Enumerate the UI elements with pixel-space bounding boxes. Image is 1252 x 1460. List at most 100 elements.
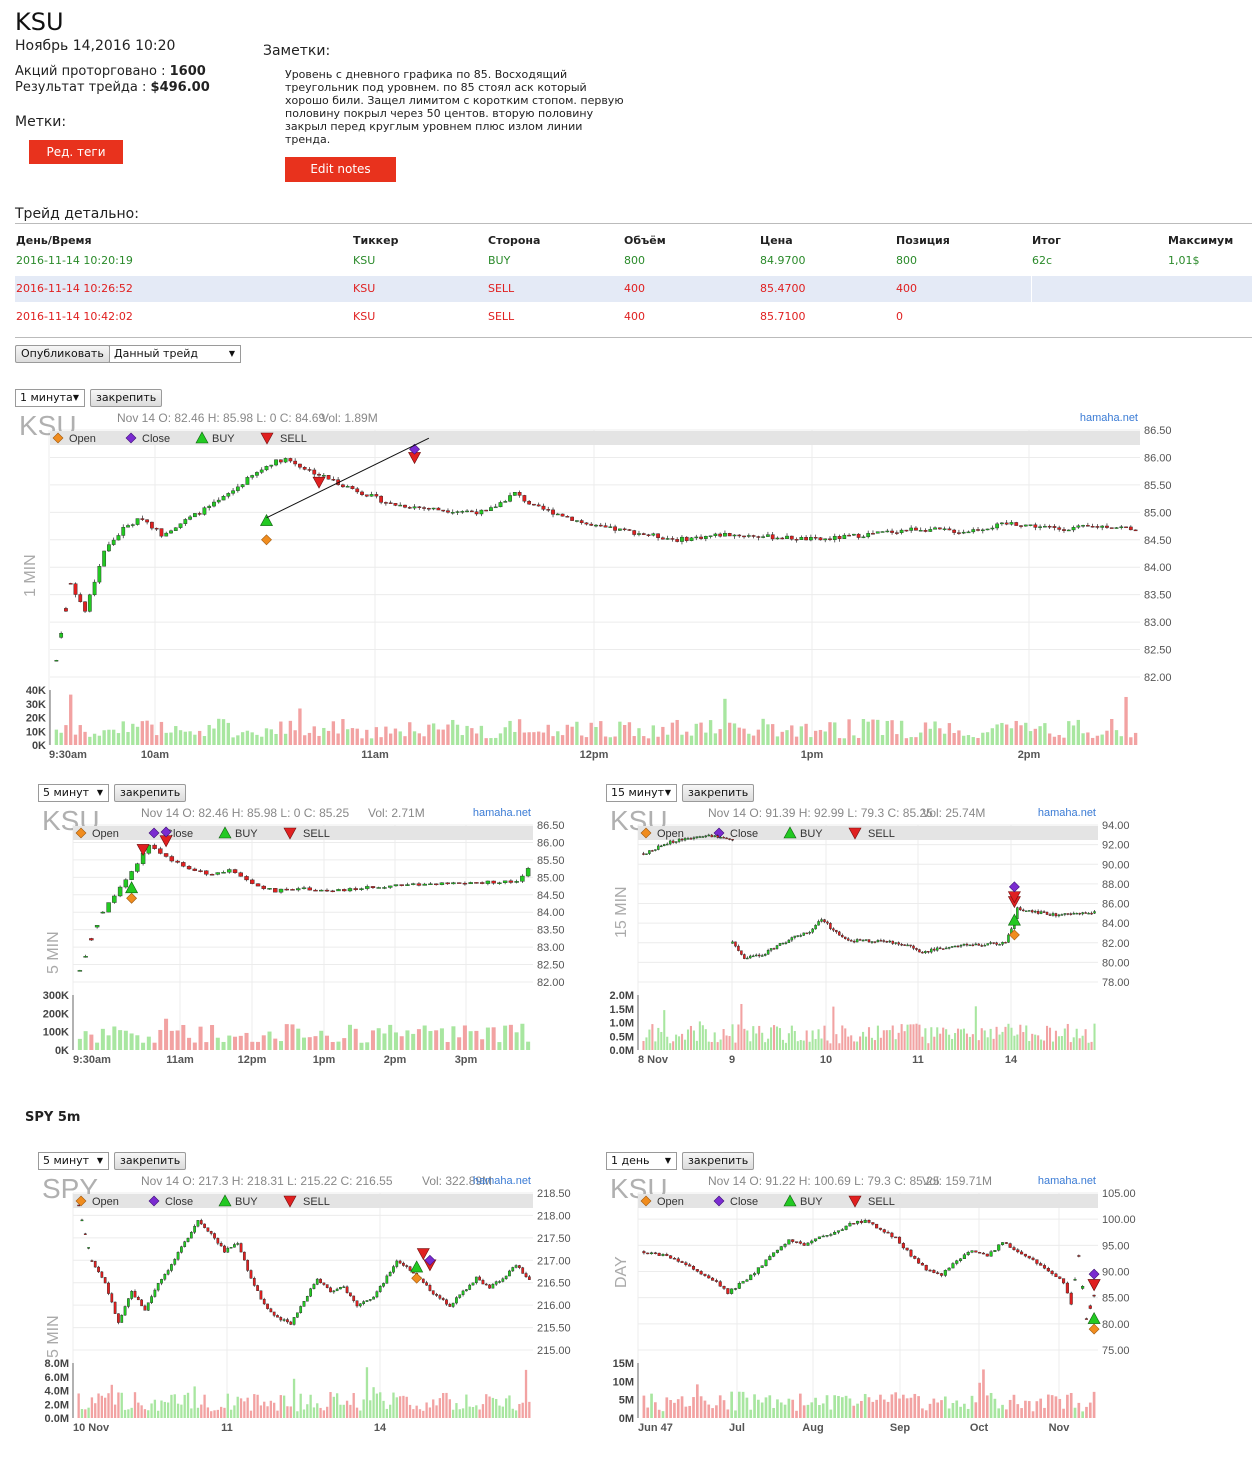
timeframe-select-3[interactable]: 15 минут ▼ xyxy=(606,784,677,802)
volume-bar xyxy=(853,1041,856,1050)
volume-bar xyxy=(154,735,159,745)
chart-ksu-1min[interactable]: 86.5086.0085.5085.0084.5084.0083.5083.00… xyxy=(15,407,1185,779)
volume-bar xyxy=(890,1394,894,1418)
candle xyxy=(293,460,298,465)
candle xyxy=(353,888,358,890)
timeframe-select-2[interactable]: 5 минут ▼ xyxy=(38,784,109,802)
candle xyxy=(266,1303,269,1309)
volume-bar xyxy=(64,725,68,745)
volume-bar xyxy=(1046,1394,1050,1418)
volume-bar xyxy=(342,1404,345,1418)
volume-bar xyxy=(876,1025,879,1050)
timeframe-side-label: 1 MIN xyxy=(22,554,39,597)
pin-button-4[interactable]: закрепить xyxy=(114,1152,187,1170)
candle xyxy=(388,1272,392,1277)
volume-bar xyxy=(654,1402,657,1418)
candle xyxy=(525,868,531,877)
candle xyxy=(261,885,266,889)
x-tick-label: 10 xyxy=(820,1054,832,1066)
timeframe-select-4[interactable]: 5 минут ▼ xyxy=(38,1152,109,1170)
candle xyxy=(524,1273,528,1277)
y-tick-label: 82.00 xyxy=(1144,672,1172,684)
x-tick-label: Sep xyxy=(890,1422,910,1434)
candle xyxy=(821,1235,825,1238)
candle xyxy=(983,944,986,947)
volume-bar xyxy=(913,1393,917,1418)
pin-button-1[interactable]: закрепить xyxy=(90,389,163,407)
volume-bar xyxy=(306,1404,309,1418)
candle xyxy=(465,510,469,513)
cell-datetime: 2016-11-14 10:42:02 xyxy=(16,310,133,323)
volume-bar xyxy=(985,1395,989,1418)
candle xyxy=(289,1321,293,1325)
volume-bar xyxy=(198,1026,203,1050)
volume-bar xyxy=(904,738,909,745)
volume-bar xyxy=(1019,1024,1022,1050)
sell-marker xyxy=(848,1195,862,1208)
candle xyxy=(59,633,64,638)
chart-ksu-15min[interactable]: 94.0092.0090.0088.0086.0084.0082.0080.00… xyxy=(606,802,1146,1084)
volume-bar xyxy=(219,1406,223,1418)
volume-bar xyxy=(650,1393,653,1418)
candle xyxy=(1081,912,1084,915)
candle xyxy=(813,537,818,539)
legend-open-label: Open xyxy=(69,433,96,445)
col-ticker: Тиккер xyxy=(353,234,399,247)
candle xyxy=(206,1227,210,1232)
candle xyxy=(646,534,651,536)
table-row[interactable]: 2016-11-14 10:42:02 KSU SELL 400 85.7100… xyxy=(15,304,1252,330)
chart-source: hamaha.net xyxy=(1038,1175,1096,1187)
candle xyxy=(825,1235,829,1237)
pin-button-5[interactable]: закрепить xyxy=(682,1152,755,1170)
timeframe-select-5[interactable]: 1 день ▼ xyxy=(606,1152,677,1170)
edit-notes-button[interactable]: Edit notes xyxy=(285,157,396,182)
timeframe-select-1[interactable]: 1 минута ▼ xyxy=(15,389,85,407)
table-row[interactable]: 2016-11-14 10:26:52 KSU SELL 400 85.4700… xyxy=(15,276,1252,302)
edit-tags-button[interactable]: Ред. теги xyxy=(29,140,123,164)
chart-ksu-5min[interactable]: 86.5086.0085.5085.0084.5084.0083.5083.00… xyxy=(38,802,579,1084)
candle xyxy=(844,936,847,939)
candle xyxy=(796,935,800,937)
y-tick-label: 82.00 xyxy=(537,977,565,989)
volume-bar xyxy=(276,1410,279,1418)
volume-bar xyxy=(1005,724,1009,745)
publish-scope-select[interactable]: Данный трейд ▼ xyxy=(109,345,241,363)
candle xyxy=(589,523,594,526)
candle xyxy=(284,888,289,891)
pin-button-2[interactable]: закрепить xyxy=(114,784,187,802)
volume-bar xyxy=(708,720,713,745)
col-max: Максимум xyxy=(1168,234,1234,247)
candle xyxy=(684,1262,688,1265)
volume-bar xyxy=(445,1392,448,1418)
candle xyxy=(642,1251,646,1254)
candle xyxy=(713,533,718,536)
volume-bar xyxy=(221,1041,226,1050)
candle xyxy=(106,902,111,913)
volume-bar xyxy=(974,1006,977,1050)
pin-button-3[interactable]: закрепить xyxy=(682,784,755,802)
candle xyxy=(489,507,493,512)
candle xyxy=(1092,1294,1096,1297)
volume-bar xyxy=(503,1025,508,1050)
cell-ticker: KSU xyxy=(353,310,376,323)
candle xyxy=(209,1231,213,1234)
candle xyxy=(77,1204,81,1207)
volume-bar xyxy=(749,1409,753,1418)
chart-spy-5min[interactable]: 218.50218.00217.50217.00216.50216.00215.… xyxy=(38,1170,579,1452)
candle xyxy=(497,882,502,884)
publish-button[interactable]: Опубликовать xyxy=(15,345,110,363)
candle xyxy=(262,1299,266,1305)
candle xyxy=(1081,525,1085,527)
chart-ksu-day[interactable]: 105.00100.0095.0090.0085.0080.0075.00Jun… xyxy=(606,1170,1146,1452)
y-tick-label: 216.50 xyxy=(537,1278,571,1290)
volume-bar xyxy=(888,1030,891,1050)
table-row[interactable]: 2016-11-14 10:20:19 KSU BUY 800 84.9700 … xyxy=(15,248,1252,274)
volume-tick-label: 0K xyxy=(32,740,46,752)
ticker-title: KSU xyxy=(15,8,64,36)
sell-marker xyxy=(416,1248,430,1261)
volume-bar xyxy=(989,1028,992,1050)
y-tick-label: 215.00 xyxy=(537,1345,571,1357)
sell-marker xyxy=(312,476,326,489)
candle xyxy=(1027,910,1031,912)
volume-bar xyxy=(183,1394,186,1418)
